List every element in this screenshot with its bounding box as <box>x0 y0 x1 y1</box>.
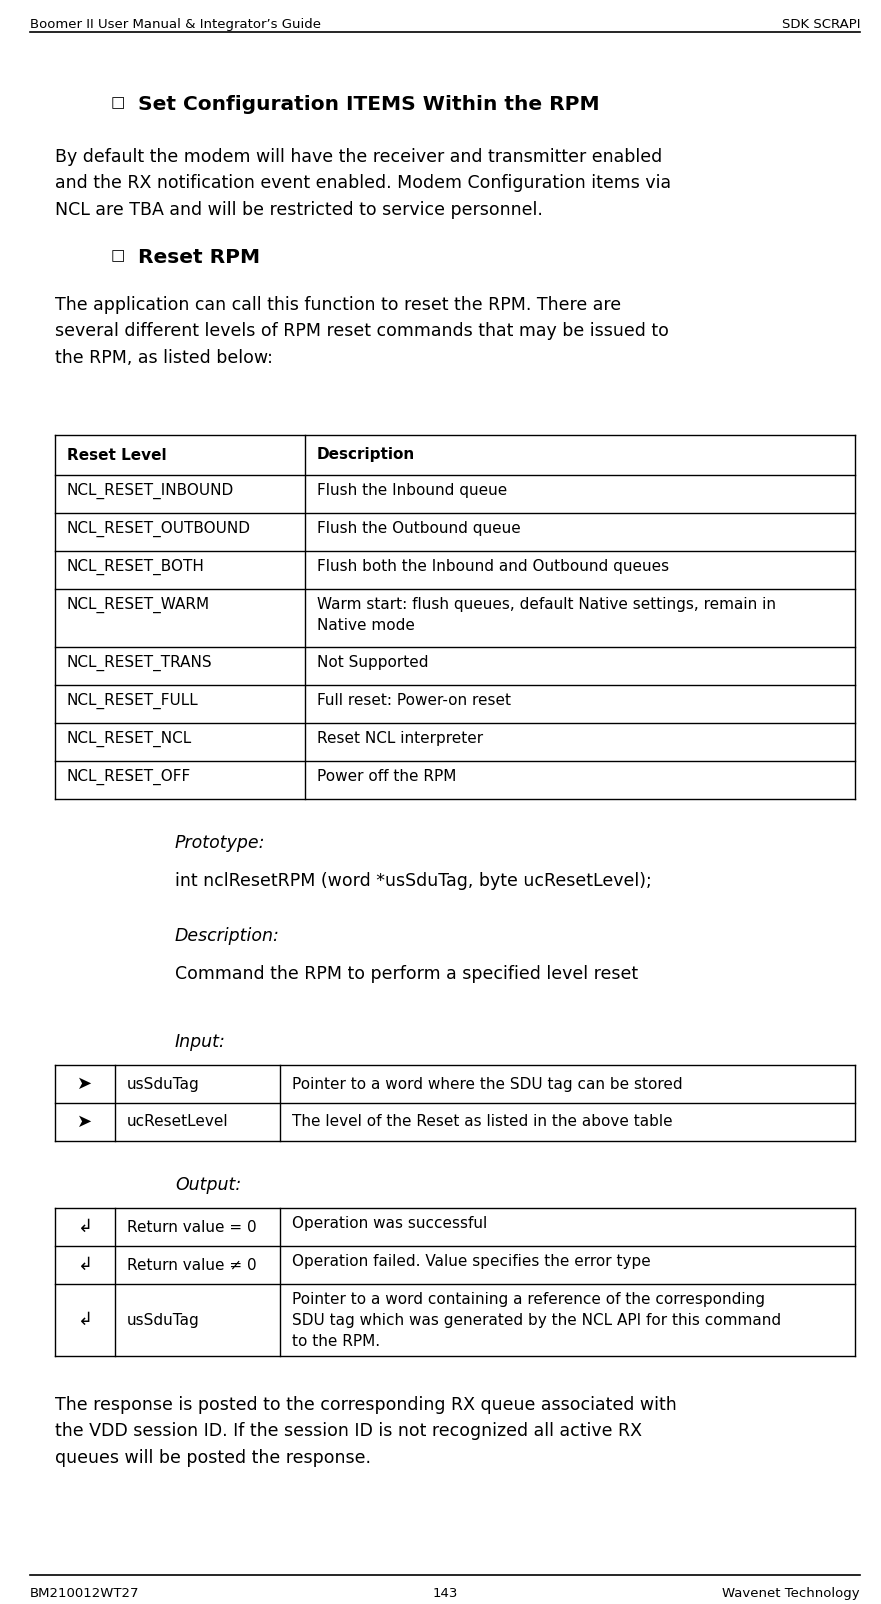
Text: Command the RPM to perform a specified level reset: Command the RPM to perform a specified l… <box>175 966 638 983</box>
Text: Wavenet Technology: Wavenet Technology <box>722 1586 860 1601</box>
Text: Output:: Output: <box>175 1176 241 1193</box>
Text: Full reset: Power-on reset: Full reset: Power-on reset <box>317 693 511 707</box>
Text: BM210012WT27: BM210012WT27 <box>30 1586 139 1601</box>
Text: By default the modem will have the receiver and transmitter enabled
and the RX n: By default the modem will have the recei… <box>55 148 671 218</box>
Text: Not Supported: Not Supported <box>317 654 428 670</box>
Text: Warm start: flush queues, default Native settings, remain in
Native mode: Warm start: flush queues, default Native… <box>317 597 776 634</box>
Text: Pointer to a word containing a reference of the corresponding
SDU tag which was : Pointer to a word containing a reference… <box>292 1291 781 1349</box>
Text: NCL_RESET_INBOUND: NCL_RESET_INBOUND <box>67 483 234 499</box>
Text: Description: Description <box>317 448 415 462</box>
Text: Boomer II User Manual & Integrator’s Guide: Boomer II User Manual & Integrator’s Gui… <box>30 18 321 30</box>
Text: The application can call this function to reset the RPM. There are
several diffe: The application can call this function t… <box>55 297 669 367</box>
Text: Reset RPM: Reset RPM <box>138 249 260 266</box>
Text: Flush the Inbound queue: Flush the Inbound queue <box>317 483 507 497</box>
Text: Operation was successful: Operation was successful <box>292 1216 487 1230</box>
Text: □: □ <box>111 95 125 111</box>
Text: Reset Level: Reset Level <box>67 448 167 462</box>
Text: □: □ <box>111 249 125 263</box>
Text: Reset NCL interpreter: Reset NCL interpreter <box>317 731 483 746</box>
Text: Power off the RPM: Power off the RPM <box>317 768 456 784</box>
Text: SDK SCRAPI: SDK SCRAPI <box>781 18 860 30</box>
Text: NCL_RESET_OUTBOUND: NCL_RESET_OUTBOUND <box>67 521 251 537</box>
Text: Return value ≠ 0: Return value ≠ 0 <box>127 1258 256 1272</box>
Text: Pointer to a word where the SDU tag can be stored: Pointer to a word where the SDU tag can … <box>292 1076 683 1091</box>
Text: int nclResetRPM (word *usSduTag, byte ucResetLevel);: int nclResetRPM (word *usSduTag, byte uc… <box>175 873 652 890</box>
Text: NCL_RESET_TRANS: NCL_RESET_TRANS <box>67 654 212 670</box>
Text: ➤: ➤ <box>78 1075 93 1092</box>
Text: Set Configuration ITEMS Within the RPM: Set Configuration ITEMS Within the RPM <box>138 95 600 114</box>
Text: usSduTag: usSduTag <box>127 1312 200 1328</box>
Text: NCL_RESET_WARM: NCL_RESET_WARM <box>67 597 211 613</box>
Text: NCL_RESET_NCL: NCL_RESET_NCL <box>67 731 192 747</box>
Text: Description:: Description: <box>175 927 280 945</box>
Text: ↲: ↲ <box>78 1256 93 1274</box>
Text: Flush the Outbound queue: Flush the Outbound queue <box>317 521 521 536</box>
Text: 143: 143 <box>433 1586 458 1601</box>
Text: ➤: ➤ <box>78 1113 93 1131</box>
Text: usSduTag: usSduTag <box>127 1076 200 1091</box>
Text: NCL_RESET_FULL: NCL_RESET_FULL <box>67 693 199 709</box>
Text: ucResetLevel: ucResetLevel <box>127 1115 229 1129</box>
Text: The response is posted to the corresponding RX queue associated with
the VDD ses: The response is posted to the correspond… <box>55 1395 677 1466</box>
Text: Operation failed. Value specifies the error type: Operation failed. Value specifies the er… <box>292 1254 651 1269</box>
Text: NCL_RESET_BOTH: NCL_RESET_BOTH <box>67 560 205 576</box>
Text: Return value = 0: Return value = 0 <box>127 1219 256 1235</box>
Text: Flush both the Inbound and Outbound queues: Flush both the Inbound and Outbound queu… <box>317 560 670 574</box>
Text: Input:: Input: <box>175 1033 226 1051</box>
Text: ↲: ↲ <box>78 1310 93 1330</box>
Text: NCL_RESET_OFF: NCL_RESET_OFF <box>67 768 191 786</box>
Text: ↲: ↲ <box>78 1217 93 1237</box>
Text: Prototype:: Prototype: <box>175 834 265 852</box>
Text: The level of the Reset as listed in the above table: The level of the Reset as listed in the … <box>292 1115 672 1129</box>
